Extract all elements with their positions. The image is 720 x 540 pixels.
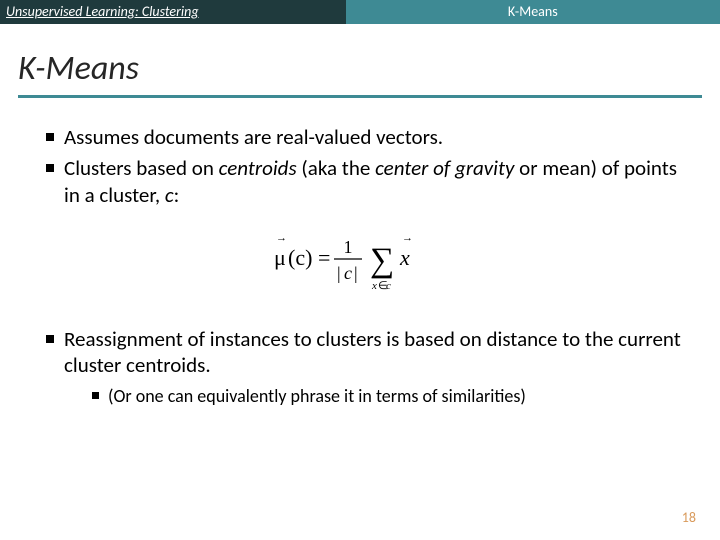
c-arg: (c) [288, 245, 312, 270]
text: Clusters based on [64, 155, 219, 181]
equals: = [318, 245, 330, 270]
arrow-x: → [402, 232, 413, 244]
header-right: K-Means [346, 0, 720, 24]
bullet-item: Clusters based on centroids (aka the cen… [46, 155, 692, 209]
sub-bullet-item: (Or one can equivalently phrase it in te… [92, 385, 692, 408]
sub-bullet-list: (Or one can equivalently phrase it in te… [64, 385, 692, 408]
header-left: Unsupervised Learning: Clustering [0, 0, 346, 24]
text: : [174, 182, 180, 208]
denom-bar: | [337, 263, 341, 283]
bullet-item: Reassignment of instances to clusters is… [46, 326, 692, 409]
title-rule [18, 95, 702, 98]
slide-content: Assumes documents are real-valued vector… [0, 106, 720, 408]
sub-c: c [386, 280, 391, 292]
term-x: x [399, 245, 410, 270]
numerator-one: 1 [344, 237, 353, 257]
page-number: 18 [682, 509, 696, 526]
arrow-mu: → [276, 232, 287, 244]
sigma: ∑ [370, 242, 394, 279]
var-c: c [165, 182, 174, 208]
emphasis: centroids [219, 155, 297, 181]
sub-x: x [371, 280, 377, 292]
denom-bar: | [354, 263, 358, 283]
bullet-list: Assumes documents are real-valued vector… [28, 124, 692, 209]
denom-c: c [344, 263, 352, 283]
text: Reassignment of instances to clusters is… [64, 326, 681, 379]
mu: μ [274, 245, 286, 270]
text: (aka the [297, 155, 375, 181]
formula-centroid: → μ (c) = 1 | c | ∑ x ∈ c → x [28, 227, 692, 304]
title-block: K-Means [0, 24, 720, 106]
slide-header: Unsupervised Learning: Clustering K-Mean… [0, 0, 720, 24]
bullet-item: Assumes documents are real-valued vector… [46, 124, 692, 151]
slide-title: K-Means [18, 48, 702, 89]
bullet-list: Reassignment of instances to clusters is… [28, 326, 692, 409]
emphasis: center of gravity [375, 155, 514, 181]
formula-svg: → μ (c) = 1 | c | ∑ x ∈ c → x [260, 227, 460, 297]
